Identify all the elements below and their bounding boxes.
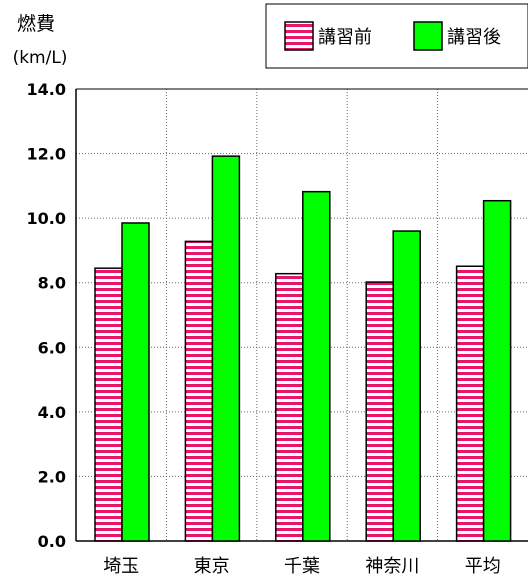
x-tick-label: 東京 (194, 556, 230, 577)
bar-before-0 (94, 267, 123, 542)
bar-before-1 (184, 240, 214, 542)
y-axis-title: 燃費 (17, 13, 55, 35)
legend-label-after: 講習後 (447, 27, 501, 48)
bars-layer (94, 155, 512, 542)
legend-box (265, 3, 528, 69)
y-tick-label: 0.0 (38, 532, 66, 551)
y-tick-label: 10.0 (27, 209, 66, 228)
x-tick-label: 千葉 (284, 556, 320, 577)
x-tick-label: 神奈川 (365, 556, 419, 577)
bar-after-2 (302, 190, 331, 542)
legend-swatch-before (284, 21, 314, 51)
y-tick-label: 4.0 (38, 403, 66, 422)
y-tick-label: 14.0 (27, 80, 66, 99)
bar-before-2 (275, 272, 304, 542)
legend-label-before: 講習前 (318, 27, 372, 48)
legend-swatch-after (413, 21, 443, 51)
bar-after-0 (121, 222, 150, 542)
y-tick-labels: 0.0 2.0 4.0 6.0 8.0 10.0 12.0 14.0 (27, 80, 66, 551)
x-tick-labels: 埼玉 東京 千葉 神奈川 平均 (103, 556, 501, 577)
bar-after-3 (392, 230, 421, 542)
y-axis-unit: (km/L) (13, 48, 68, 68)
bar-after-4 (482, 199, 512, 542)
bar-before-3 (365, 281, 394, 542)
y-tick-label: 2.0 (38, 467, 66, 486)
bar-after-1 (211, 155, 241, 542)
y-tick-label: 12.0 (27, 145, 66, 164)
legend: 講習前 講習後 (265, 3, 528, 69)
x-tick-label: 平均 (465, 556, 501, 577)
y-tick-label: 8.0 (38, 274, 66, 293)
x-tick-label: 埼玉 (103, 556, 139, 577)
y-tick-label: 6.0 (38, 338, 66, 357)
bar-before-4 (455, 265, 485, 542)
